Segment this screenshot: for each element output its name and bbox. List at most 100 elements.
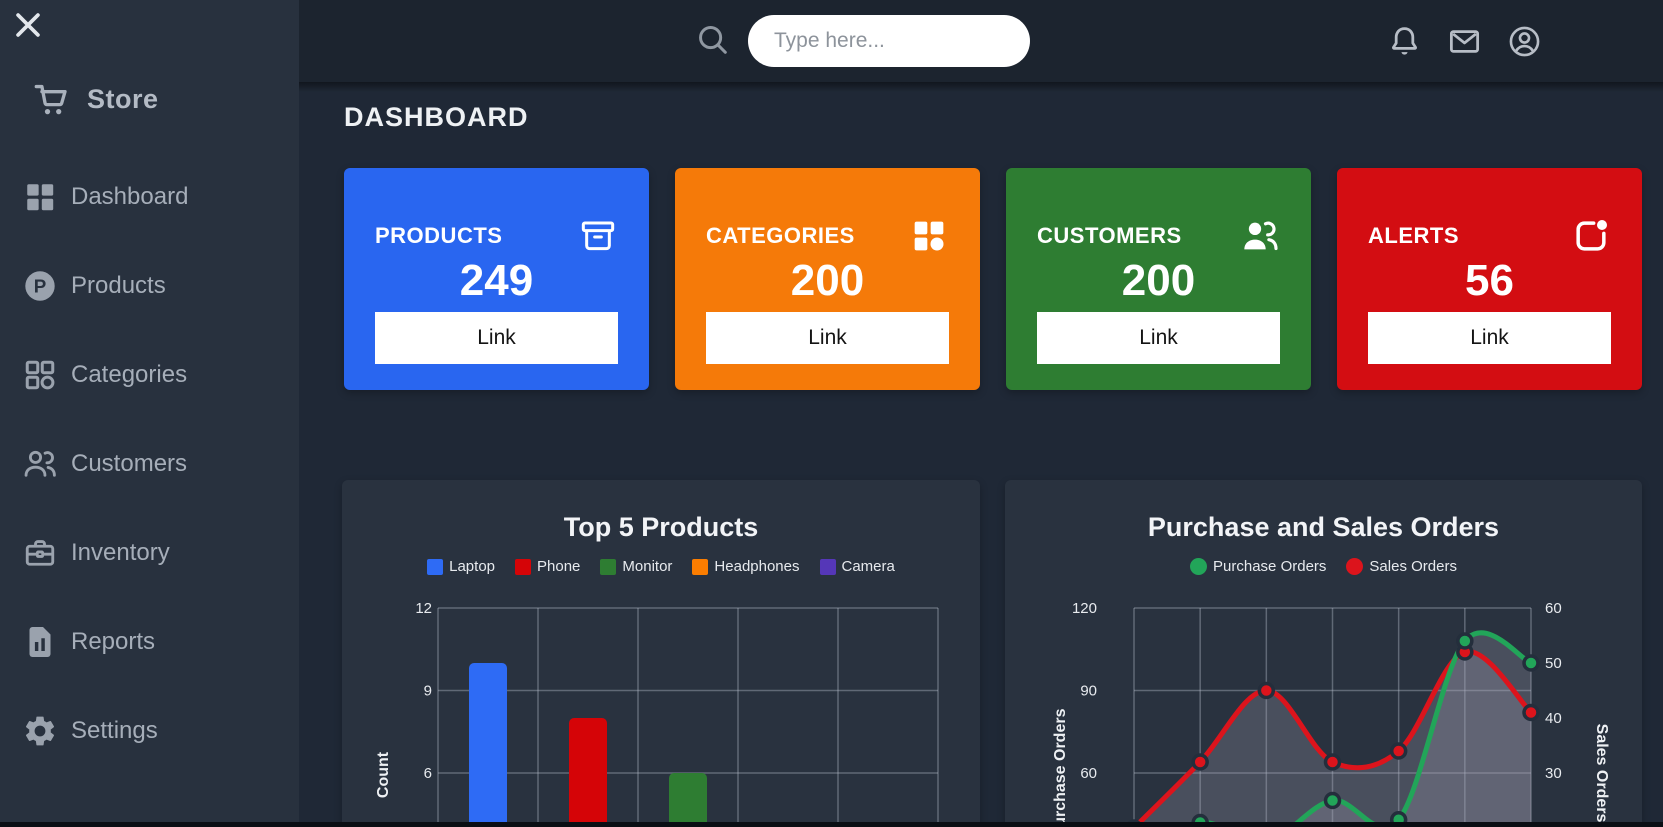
legend-swatch — [600, 558, 617, 575]
legend-item: Purchase Orders — [1190, 558, 1326, 575]
legend-swatch — [427, 558, 444, 575]
sidebar: Store Dashboard P Products Categories Custom… — [0, 0, 299, 827]
stat-card-value: 200 — [790, 256, 865, 305]
stat-card-header: ALERTS — [1368, 216, 1611, 256]
alert-box-icon — [1571, 216, 1611, 256]
bar-chart: 12 9 6 Count — [375, 600, 939, 827]
legend-label: Sales Orders — [1369, 558, 1457, 575]
stat-card-link-button[interactable]: Link — [706, 312, 949, 364]
sidebar-item-customers[interactable]: Customers — [22, 443, 299, 485]
line-chart-right-ylabel: Sales Orders — [1593, 724, 1610, 823]
sidebar-item-products[interactable]: P Products — [22, 265, 299, 307]
search-input[interactable] — [748, 15, 1030, 67]
svg-text:60: 60 — [1545, 600, 1562, 617]
legend-label: Camera — [841, 558, 895, 575]
sidebar-item-label: Reports — [71, 628, 156, 655]
svg-text:90: 90 — [1080, 683, 1097, 700]
sidebar-item-label: Products — [71, 272, 166, 299]
sidebar-item-label: Settings — [71, 717, 158, 744]
sidebar-item-label: Dashboard — [71, 183, 189, 210]
sidebar-nav: Dashboard P Products Categories Customers Inv… — [0, 176, 299, 799]
horizontal-scrollbar[interactable] — [0, 822, 1663, 827]
bar-chart-legend: Laptop Phone Monitor Headphones Camera — [342, 558, 980, 575]
categories-icon — [22, 357, 58, 393]
svg-text:30: 30 — [1545, 765, 1562, 782]
settings-icon — [22, 713, 58, 749]
sidebar-item-categories[interactable]: Categories — [22, 354, 299, 396]
legend-swatch — [515, 558, 532, 575]
legend-label: Headphones — [714, 558, 800, 575]
legend-item: Headphones — [692, 558, 800, 575]
page-title: DASHBOARD — [344, 102, 529, 132]
orders-chart-card: 120 90 60 60 50 40 30 Purchase Orders Sales Orde… — [1005, 480, 1642, 827]
line-chart-title: Purchase and Sales Orders — [1147, 512, 1500, 542]
stat-card-label: CUSTOMERS — [1037, 223, 1182, 248]
svg-text:40: 40 — [1545, 710, 1562, 727]
svg-text:P: P — [34, 275, 47, 296]
sidebar-item-settings[interactable]: Settings — [22, 710, 299, 752]
stat-card-products: PRODUCTS 249 Link — [344, 168, 649, 390]
bar-chart-title: Top 5 Products — [563, 512, 759, 542]
sidebar-item-label: Categories — [71, 361, 188, 388]
messages-icon[interactable] — [1447, 24, 1482, 59]
stat-cards-row: PRODUCTS 249 Link CATEGORIES 200 Link CUSTOMER… — [344, 168, 1642, 390]
people-icon — [1240, 216, 1280, 256]
legend-label: Laptop — [449, 558, 496, 575]
legend-item: Monitor — [600, 558, 672, 575]
topbar-icons — [1387, 0, 1542, 82]
topbar — [299, 0, 1663, 82]
legend-label: Phone — [537, 558, 581, 575]
inventory-icon — [22, 535, 58, 571]
account-icon[interactable] — [1507, 24, 1542, 59]
line-chart-legend: Purchase Orders Sales Orders — [1005, 558, 1642, 575]
products-icon: P — [22, 268, 58, 304]
stat-card-value: 200 — [1121, 256, 1196, 305]
archive-icon — [578, 216, 618, 256]
legend-item: Camera — [819, 558, 895, 575]
line-chart-left-ylabel: Purchase Orders — [1052, 708, 1069, 827]
stat-card-value: 249 — [459, 256, 534, 305]
legend-item: Sales Orders — [1346, 558, 1457, 575]
sidebar-item-label: Inventory — [71, 539, 170, 566]
legend-swatch — [1346, 558, 1364, 575]
bar-chart-ylabel: Count — [375, 751, 392, 798]
grid-icon — [909, 216, 949, 256]
svg-text:60: 60 — [1080, 765, 1097, 782]
sidebar-item-reports[interactable]: Reports — [22, 621, 299, 663]
svg-text:6: 6 — [424, 765, 432, 782]
search-icon[interactable] — [695, 22, 731, 58]
legend-swatch — [1190, 558, 1208, 575]
close-icon — [16, 13, 40, 37]
stat-card-header: CATEGORIES — [706, 216, 949, 256]
stat-card-link-button[interactable]: Link — [1037, 312, 1280, 364]
legend-swatch — [692, 558, 709, 575]
legend-label: Monitor — [622, 558, 673, 575]
stat-card-value: 56 — [1465, 256, 1514, 305]
dashboard-icon — [22, 179, 58, 215]
sidebar-item-label: Customers — [71, 450, 188, 477]
brand[interactable]: Store — [30, 78, 159, 120]
stat-card-alerts: ALERTS 56 Link — [1337, 168, 1642, 390]
stat-card-header: PRODUCTS — [375, 216, 618, 256]
stat-card-link-button[interactable]: Link — [1368, 312, 1611, 364]
customers-icon — [22, 446, 58, 482]
sidebar-item-dashboard[interactable]: Dashboard — [22, 176, 299, 218]
legend-item: Phone — [515, 558, 580, 575]
stat-card-label: PRODUCTS — [375, 223, 503, 248]
svg-text:12: 12 — [415, 600, 432, 617]
stat-card-link-button[interactable]: Link — [375, 312, 618, 364]
svg-text:50: 50 — [1545, 655, 1562, 672]
svg-text:120: 120 — [1072, 600, 1097, 617]
brand-label: Store — [87, 83, 159, 114]
close-sidebar-button[interactable] — [10, 8, 46, 44]
stat-card-categories: CATEGORIES 200 Link — [675, 168, 980, 390]
notifications-icon[interactable] — [1387, 24, 1422, 59]
reports-icon — [22, 624, 58, 660]
legend-swatch — [819, 558, 836, 575]
stat-card-header: CUSTOMERS — [1037, 216, 1280, 256]
sidebar-item-inventory[interactable]: Inventory — [22, 532, 299, 574]
stat-card-label: ALERTS — [1368, 223, 1459, 248]
cart-icon — [30, 78, 72, 120]
legend-item: Laptop — [427, 558, 495, 575]
top-products-chart-card: 12 9 6 Count Top 5 Products Laptop Phone Moni… — [342, 480, 980, 827]
